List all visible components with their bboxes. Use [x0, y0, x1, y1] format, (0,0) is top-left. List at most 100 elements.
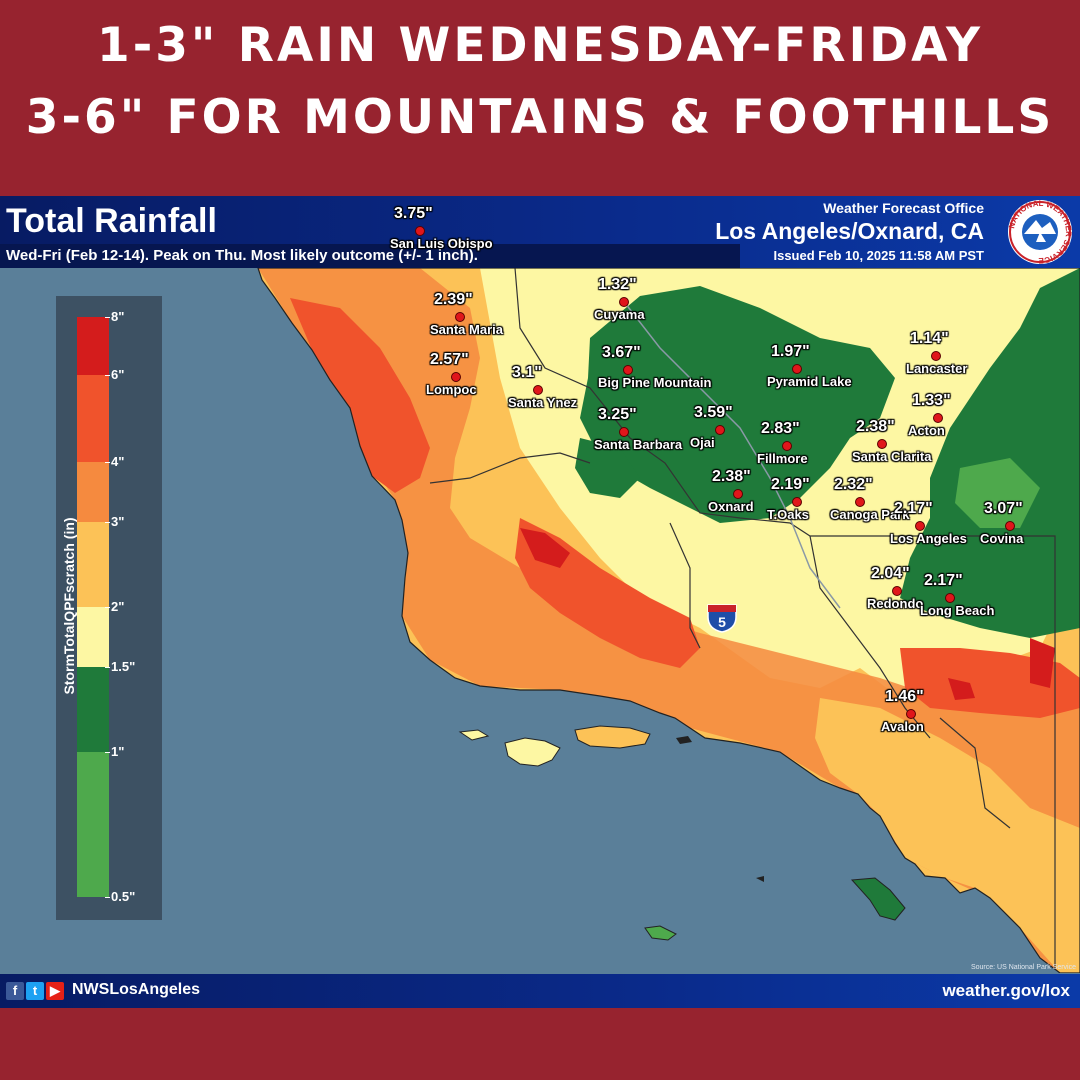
station-name: Oxnard — [708, 499, 754, 514]
station-name: San Luis Obispo — [390, 236, 493, 251]
station-marker — [945, 593, 955, 603]
station-marker — [623, 365, 633, 375]
station-marker — [455, 312, 465, 322]
legend-tick-label: 4" — [104, 454, 125, 469]
station-value: 3.67" — [602, 344, 641, 361]
station-value: 1.14" — [910, 330, 949, 347]
office-city: Los Angeles/Oxnard, CA — [715, 218, 984, 244]
legend-color-segment — [77, 375, 109, 462]
legend-tick-label: 6" — [104, 367, 125, 382]
station-name: Santa Ynez — [508, 395, 578, 410]
legend-color-segment — [77, 667, 109, 752]
station-marker — [906, 709, 916, 719]
map-title: Total Rainfall — [6, 202, 217, 240]
social-icons: f t ▶ — [6, 982, 64, 1000]
legend-tick-label: 3" — [104, 514, 125, 529]
station-value: 1.32" — [598, 276, 637, 293]
website-link[interactable]: weather.gov/lox — [942, 981, 1070, 1000]
station-name: Avalon — [881, 719, 924, 734]
legend-color-bar — [77, 317, 109, 897]
station-name: Covina — [980, 531, 1024, 546]
legend-color-segment — [77, 462, 109, 522]
station-marker — [619, 427, 629, 437]
station-marker — [892, 586, 902, 596]
station-name: Lompoc — [426, 382, 477, 397]
legend-tick-label: 1" — [104, 744, 125, 759]
interstate-route-number: 5 — [718, 614, 726, 630]
station-name: Los Angeles — [890, 531, 967, 546]
station-marker — [715, 425, 725, 435]
station-value: 3.07" — [984, 500, 1023, 517]
station-name: Ojai — [690, 435, 715, 450]
station-marker — [451, 372, 461, 382]
station-value: 1.33" — [912, 392, 951, 409]
station-value: 2.83" — [761, 420, 800, 437]
issued-time: Issued Feb 10, 2025 11:58 AM PST — [773, 248, 984, 263]
station-value: 2.38" — [712, 468, 751, 485]
station-marker — [915, 521, 925, 531]
header-bar: Total Rainfall Wed-Fri (Feb 12-14). Peak… — [0, 196, 1080, 268]
station-name: Fillmore — [757, 451, 808, 466]
station-name: Lancaster — [906, 361, 968, 376]
station-marker — [619, 297, 629, 307]
station-marker — [1005, 521, 1015, 531]
station-value: 1.46" — [885, 688, 924, 705]
station-marker — [931, 351, 941, 361]
station-value: 2.38" — [856, 418, 895, 435]
station-marker — [533, 385, 543, 395]
station-marker — [782, 441, 792, 451]
youtube-icon[interactable]: ▶ — [46, 982, 64, 1000]
headline-line-2: 3-6" FOR MOUNTAINS & FOOTHILLS — [25, 90, 1055, 145]
station-marker — [855, 497, 865, 507]
station-marker — [792, 364, 802, 374]
station-value: 2.19" — [771, 476, 810, 493]
station-name: Santa Maria — [430, 322, 503, 337]
legend-axis-title-text: StormTotalQPFscratch (in) — [61, 517, 77, 694]
station-name: Acton — [908, 423, 945, 438]
office-label: Weather Forecast Office — [823, 200, 984, 216]
station-value: 2.04" — [871, 565, 910, 582]
station-value: 3.75" — [394, 205, 433, 222]
station-name: Cuyama — [594, 307, 645, 322]
legend-axis-title: StormTotalQPFscratch (in) — [61, 517, 77, 694]
legend-tick-label: 2" — [104, 599, 125, 614]
footer-bar: f t ▶ NWSLosAngeles weather.gov/lox — [0, 974, 1080, 1008]
station-value: 2.32" — [834, 476, 873, 493]
station-value: 3.25" — [598, 406, 637, 423]
facebook-icon[interactable]: f — [6, 982, 24, 1000]
station-name: Long Beach — [920, 603, 995, 618]
legend-tick-label: 1.5" — [104, 659, 136, 674]
map-subtitle: Wed-Fri (Feb 12-14). Peak on Thu. Most l… — [0, 244, 740, 268]
station-marker — [877, 439, 887, 449]
station-name: Canoga Park — [830, 507, 910, 522]
legend-color-segment — [77, 522, 109, 607]
station-name: Redondo — [867, 596, 924, 611]
headline-banner: 1-3" RAIN WEDNESDAY-FRIDAY 3-6" FOR MOUN… — [0, 0, 1080, 195]
station-value: 1.97" — [771, 343, 810, 360]
station-name: T.Oaks — [767, 507, 809, 522]
twitter-icon[interactable]: t — [26, 982, 44, 1000]
legend-color-segment — [77, 752, 109, 897]
nws-logo-icon: NATIONAL WEATHER SERVICE — [1007, 199, 1073, 265]
station-name: Big Pine Mountain — [598, 375, 712, 390]
station-value: 3.1" — [512, 364, 542, 381]
interstate-shield-icon: 5 — [707, 604, 737, 633]
station-value: 2.17" — [924, 572, 963, 589]
legend-tick-label: 8" — [104, 309, 125, 324]
station-value: 3.59" — [694, 404, 733, 421]
station-name: Santa Barbara — [594, 437, 683, 452]
legend-tick-label: 0.5" — [104, 889, 136, 904]
rainfall-graphic: 5 Total Rainfall Wed-Fri (Feb 12-14). Pe… — [0, 196, 1080, 1008]
legend-color-segment — [77, 317, 109, 375]
map-source-credit: Source: US National Park Service — [970, 964, 1076, 971]
color-legend: StormTotalQPFscratch (in) — [56, 296, 162, 920]
station-value: 2.39" — [434, 291, 473, 308]
station-marker — [933, 413, 943, 423]
social-handle[interactable]: NWSLosAngeles — [72, 981, 201, 998]
headline-line-1: 1-3" RAIN WEDNESDAY-FRIDAY — [97, 18, 983, 73]
station-marker — [733, 489, 743, 499]
station-marker — [792, 497, 802, 507]
station-value: 2.17" — [894, 500, 933, 517]
station-name: Santa Clarita — [852, 449, 932, 464]
legend-color-segment — [77, 607, 109, 667]
